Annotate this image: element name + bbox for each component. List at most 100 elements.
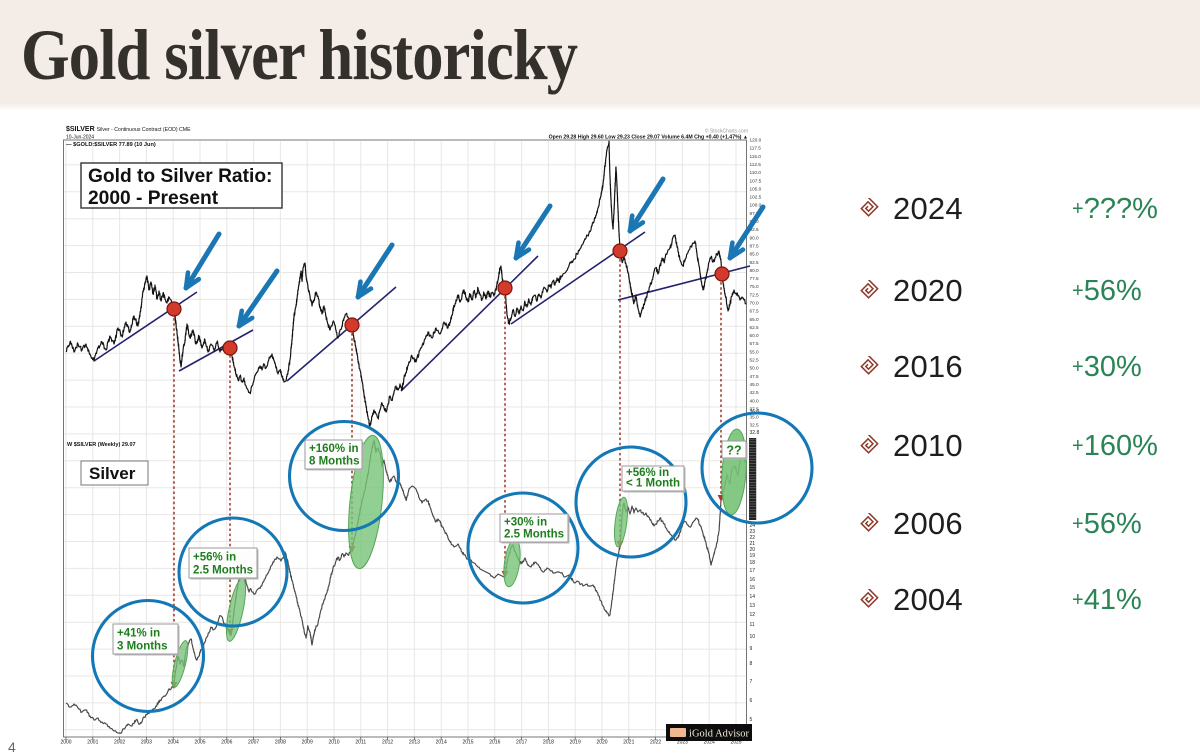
svg-text:85.0: 85.0 [750,252,760,257]
svg-text:105.0: 105.0 [750,186,762,191]
svg-text:115.0: 115.0 [750,154,762,159]
svg-text:2020: 2020 [596,740,607,746]
svg-text:2013: 2013 [409,740,420,746]
svg-text:40.0: 40.0 [750,398,760,403]
svg-text:2.5 Months: 2.5 Months [504,529,564,541]
svg-text:22: 22 [750,535,756,541]
svg-text:2015: 2015 [462,740,473,746]
svg-text:6: 6 [750,698,753,704]
svg-text:19: 19 [750,553,756,559]
svg-text:117.5: 117.5 [750,146,762,151]
svg-text:42.5: 42.5 [750,390,760,395]
svg-text:2017: 2017 [516,740,527,746]
svg-text:70.0: 70.0 [750,301,760,306]
svg-text:Silver: Silver [89,464,136,483]
svg-text:24: 24 [750,523,756,529]
svg-text:15: 15 [750,585,756,591]
svg-text:3 Months: 3 Months [117,641,167,653]
svg-text:100.0: 100.0 [750,203,762,208]
svg-text:57.5: 57.5 [750,341,760,346]
svg-text:2002: 2002 [114,740,125,746]
svg-text:+30% in: +30% in [504,517,547,529]
svg-text:14: 14 [750,594,756,600]
svg-text:110.0: 110.0 [750,170,762,175]
svg-text:< 1 Month: < 1 Month [626,478,680,490]
svg-text:2012: 2012 [382,740,393,746]
svg-text:2014: 2014 [436,740,447,746]
svg-text:120.0: 120.0 [750,138,762,143]
svg-text:17: 17 [750,568,756,574]
svg-text:82.5: 82.5 [750,260,760,265]
svg-text:7: 7 [750,679,753,685]
svg-text:45.0: 45.0 [750,382,760,387]
svg-text:52.5: 52.5 [750,358,760,363]
svg-text:72.5: 72.5 [750,292,760,297]
svg-text:35.0: 35.0 [750,415,760,420]
svg-text:$SILVER Silver - Continuous Co: $SILVER Silver - Continuous Contract (EO… [66,126,191,133]
svg-text:60.0: 60.0 [750,333,760,338]
svg-text:Open 29.28 High 29.60 Low 29.2: Open 29.28 High 29.60 Low 29.23 Close 29… [549,135,748,141]
svg-text:2024: 2024 [704,740,715,746]
svg-text:+41% in: +41% in [117,628,160,640]
svg-text:11: 11 [750,622,755,628]
svg-text:2016: 2016 [489,740,500,746]
svg-text:13: 13 [750,603,756,609]
svg-text:107.5: 107.5 [750,178,762,183]
svg-text:2021: 2021 [623,740,634,746]
svg-text:© StockCharts.com: © StockCharts.com [705,128,748,135]
svg-text:112.5: 112.5 [750,162,762,167]
svg-text:+160% in: +160% in [309,443,359,455]
svg-text:2019: 2019 [570,740,581,746]
svg-text:2.5 Months: 2.5 Months [193,565,253,577]
svg-text:65.0: 65.0 [750,317,760,322]
svg-text:2000 - Present: 2000 - Present [88,188,219,209]
svg-text:77.5: 77.5 [750,276,760,281]
svg-text:2007: 2007 [248,740,259,746]
svg-text:50.0: 50.0 [750,366,760,371]
svg-text:5: 5 [750,717,753,723]
svg-text:80.0: 80.0 [750,268,760,273]
svg-text:23: 23 [750,529,756,535]
svg-text:+56% in: +56% in [193,552,236,564]
svg-text:8 Months: 8 Months [309,456,359,468]
svg-text:2023: 2023 [677,740,688,746]
svg-text:97.5: 97.5 [750,211,760,216]
svg-text:12: 12 [750,612,756,618]
svg-text:10-Jun-2024: 10-Jun-2024 [66,135,94,141]
svg-text:90.0: 90.0 [750,235,760,240]
svg-text:2004: 2004 [168,740,179,746]
svg-text:2018: 2018 [543,740,554,746]
svg-text:8: 8 [750,661,753,667]
svg-text:2010: 2010 [328,740,339,746]
svg-text:2001: 2001 [87,740,98,746]
svg-text:62.5: 62.5 [750,325,760,330]
svg-text:2022: 2022 [650,740,661,746]
svg-text:2000: 2000 [60,740,71,746]
svg-text:87.5: 87.5 [750,244,760,249]
svg-text:2005: 2005 [194,740,205,746]
svg-text:+56% in: +56% in [626,467,669,479]
svg-text:iGold Advisor: iGold Advisor [689,729,750,740]
svg-text:47.5: 47.5 [750,374,760,379]
svg-text:Gold to Silver Ratio:: Gold to Silver Ratio: [88,166,272,187]
svg-text:20: 20 [750,547,756,553]
svg-text:37.5: 37.5 [750,406,760,411]
svg-text:55.0: 55.0 [750,349,760,354]
svg-text:32.5: 32.5 [750,423,760,428]
svg-text:67.5: 67.5 [750,309,760,314]
svg-text:2009: 2009 [302,740,313,746]
svg-text:102.5: 102.5 [750,195,762,200]
svg-text:16: 16 [750,577,756,583]
svg-text:75.0: 75.0 [750,284,760,289]
svg-text:32.8: 32.8 [750,430,760,436]
svg-text:W $SILVER (Weekly) 29.07: W $SILVER (Weekly) 29.07 [67,442,136,448]
svg-text:2011: 2011 [355,740,366,746]
svg-text:9: 9 [750,646,753,652]
svg-text:92.5: 92.5 [750,227,760,232]
svg-text:21: 21 [750,541,756,547]
svg-text:— $GOLD:$SILVER 77.89 (10 Jun): — $GOLD:$SILVER 77.89 (10 Jun) [66,142,156,148]
svg-text:2003: 2003 [141,740,152,746]
svg-text:2008: 2008 [275,740,286,746]
svg-text:??: ?? [726,444,741,458]
svg-text:2025: 2025 [730,740,741,746]
